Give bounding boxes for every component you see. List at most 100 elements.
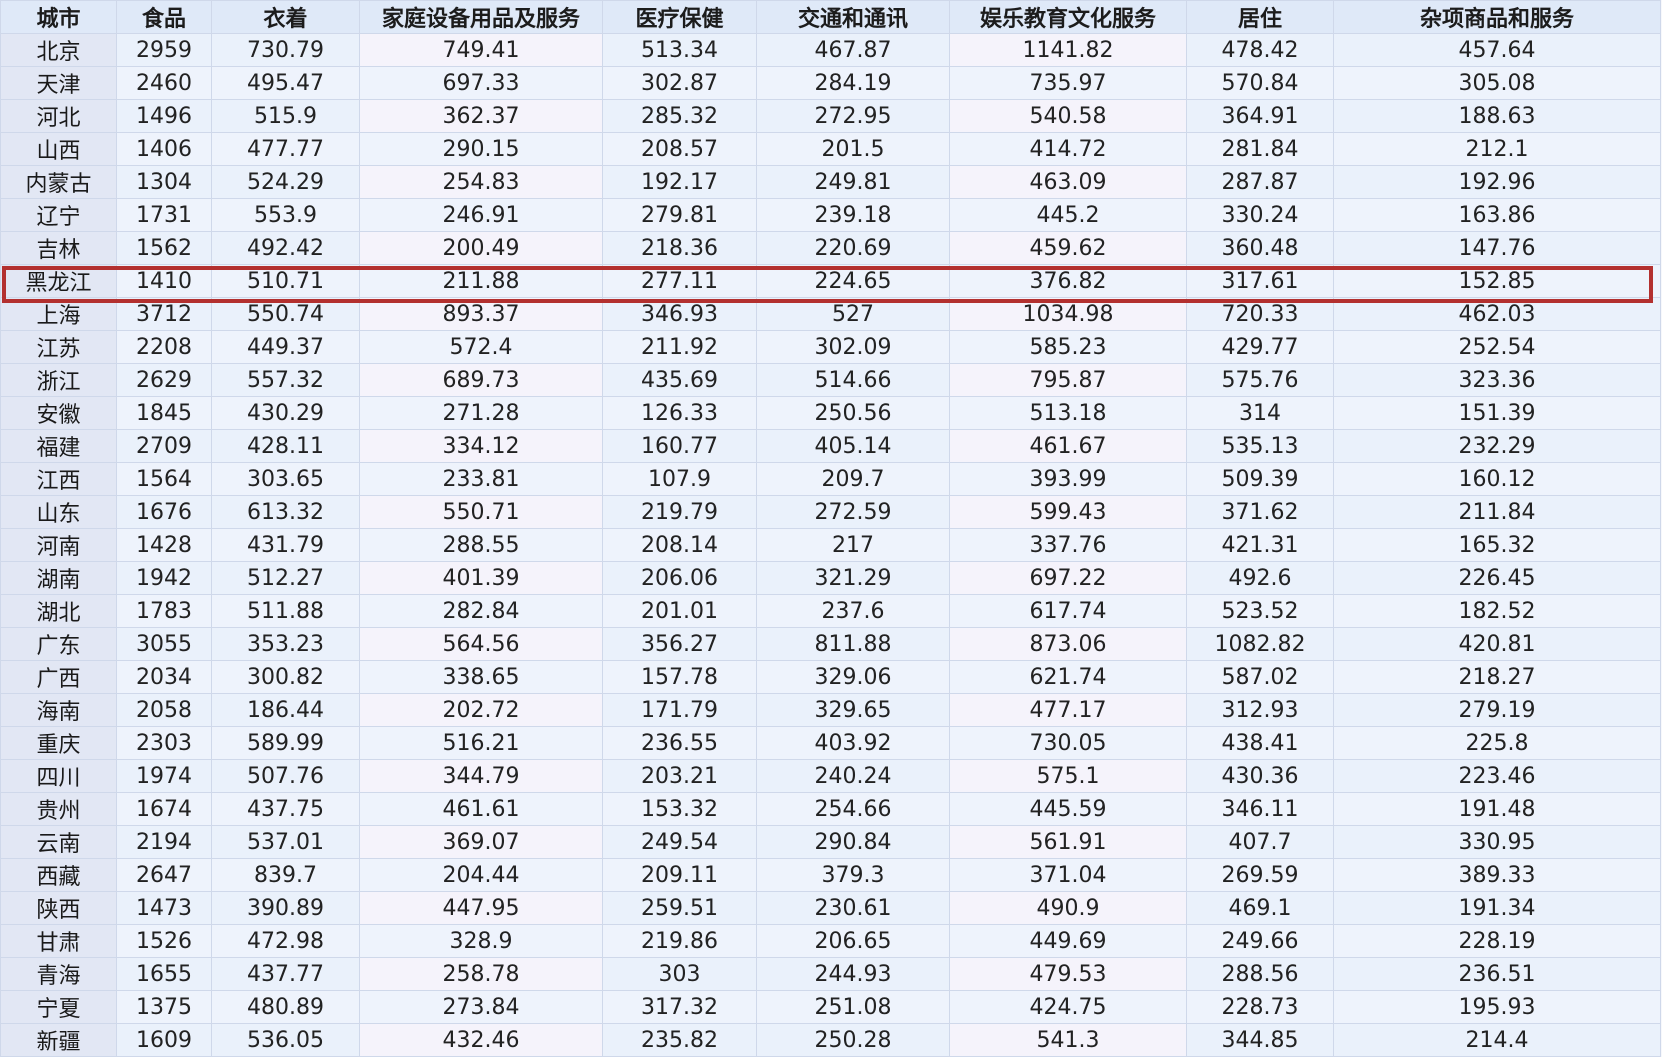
value-cell[interactable]: 290.84 bbox=[756, 825, 950, 859]
value-cell[interactable]: 244.93 bbox=[756, 957, 950, 991]
value-cell[interactable]: 2647 bbox=[116, 858, 212, 892]
city-cell[interactable]: 四川 bbox=[0, 759, 117, 793]
value-cell[interactable]: 360.48 bbox=[1186, 231, 1334, 265]
value-cell[interactable]: 613.32 bbox=[211, 495, 360, 529]
value-cell[interactable]: 157.78 bbox=[602, 660, 757, 694]
value-cell[interactable]: 147.76 bbox=[1333, 231, 1661, 265]
value-cell[interactable]: 236.55 bbox=[602, 726, 757, 760]
city-cell[interactable]: 山东 bbox=[0, 495, 117, 529]
value-cell[interactable]: 151.39 bbox=[1333, 396, 1661, 430]
city-cell[interactable]: 海南 bbox=[0, 693, 117, 727]
value-cell[interactable]: 1676 bbox=[116, 495, 212, 529]
value-cell[interactable]: 195.93 bbox=[1333, 990, 1661, 1024]
column-header[interactable]: 娱乐教育文化服务 bbox=[949, 0, 1187, 34]
value-cell[interactable]: 463.09 bbox=[949, 165, 1187, 199]
value-cell[interactable]: 1082.82 bbox=[1186, 627, 1334, 661]
value-cell[interactable]: 513.34 bbox=[602, 33, 757, 67]
city-cell[interactable]: 广东 bbox=[0, 627, 117, 661]
value-cell[interactable]: 720.33 bbox=[1186, 297, 1334, 331]
value-cell[interactable]: 249.54 bbox=[602, 825, 757, 859]
value-cell[interactable]: 1428 bbox=[116, 528, 212, 562]
value-cell[interactable]: 1731 bbox=[116, 198, 212, 232]
value-cell[interactable]: 1783 bbox=[116, 594, 212, 628]
value-cell[interactable]: 338.65 bbox=[359, 660, 603, 694]
value-cell[interactable]: 462.03 bbox=[1333, 297, 1661, 331]
value-cell[interactable]: 749.41 bbox=[359, 33, 603, 67]
value-cell[interactable]: 224.65 bbox=[756, 264, 950, 298]
value-cell[interactable]: 211.92 bbox=[602, 330, 757, 364]
value-cell[interactable]: 208.57 bbox=[602, 132, 757, 166]
value-cell[interactable]: 550.71 bbox=[359, 495, 603, 529]
value-cell[interactable]: 1655 bbox=[116, 957, 212, 991]
value-cell[interactable]: 1375 bbox=[116, 990, 212, 1024]
value-cell[interactable]: 535.13 bbox=[1186, 429, 1334, 463]
value-cell[interactable]: 282.84 bbox=[359, 594, 603, 628]
value-cell[interactable]: 472.98 bbox=[211, 924, 360, 958]
value-cell[interactable]: 585.23 bbox=[949, 330, 1187, 364]
value-cell[interactable]: 346.11 bbox=[1186, 792, 1334, 826]
value-cell[interactable]: 171.79 bbox=[602, 693, 757, 727]
value-cell[interactable]: 223.46 bbox=[1333, 759, 1661, 793]
city-cell[interactable]: 甘肃 bbox=[0, 924, 117, 958]
value-cell[interactable]: 344.85 bbox=[1186, 1023, 1334, 1057]
value-cell[interactable]: 492.6 bbox=[1186, 561, 1334, 595]
value-cell[interactable]: 730.05 bbox=[949, 726, 1187, 760]
value-cell[interactable]: 467.87 bbox=[756, 33, 950, 67]
value-cell[interactable]: 587.02 bbox=[1186, 660, 1334, 694]
value-cell[interactable]: 235.82 bbox=[602, 1023, 757, 1057]
value-cell[interactable]: 217 bbox=[756, 528, 950, 562]
value-cell[interactable]: 449.37 bbox=[211, 330, 360, 364]
value-cell[interactable]: 191.48 bbox=[1333, 792, 1661, 826]
value-cell[interactable]: 288.55 bbox=[359, 528, 603, 562]
value-cell[interactable]: 550.74 bbox=[211, 297, 360, 331]
value-cell[interactable]: 730.79 bbox=[211, 33, 360, 67]
city-cell[interactable]: 浙江 bbox=[0, 363, 117, 397]
value-cell[interactable]: 353.23 bbox=[211, 627, 360, 661]
city-cell[interactable]: 湖北 bbox=[0, 594, 117, 628]
value-cell[interactable]: 689.73 bbox=[359, 363, 603, 397]
value-cell[interactable]: 314 bbox=[1186, 396, 1334, 430]
value-cell[interactable]: 209.7 bbox=[756, 462, 950, 496]
column-header[interactable]: 居住 bbox=[1186, 0, 1334, 34]
value-cell[interactable]: 3055 bbox=[116, 627, 212, 661]
value-cell[interactable]: 329.65 bbox=[756, 693, 950, 727]
value-cell[interactable]: 537.01 bbox=[211, 825, 360, 859]
value-cell[interactable]: 428.11 bbox=[211, 429, 360, 463]
value-cell[interactable]: 250.56 bbox=[756, 396, 950, 430]
value-cell[interactable]: 1141.82 bbox=[949, 33, 1187, 67]
city-cell[interactable]: 江苏 bbox=[0, 330, 117, 364]
value-cell[interactable]: 541.3 bbox=[949, 1023, 1187, 1057]
value-cell[interactable]: 218.36 bbox=[602, 231, 757, 265]
value-cell[interactable]: 328.9 bbox=[359, 924, 603, 958]
value-cell[interactable]: 251.08 bbox=[756, 990, 950, 1024]
value-cell[interactable]: 1974 bbox=[116, 759, 212, 793]
value-cell[interactable]: 284.19 bbox=[756, 66, 950, 100]
city-cell[interactable]: 内蒙古 bbox=[0, 165, 117, 199]
value-cell[interactable]: 599.43 bbox=[949, 495, 1187, 529]
value-cell[interactable]: 208.14 bbox=[602, 528, 757, 562]
value-cell[interactable]: 1562 bbox=[116, 231, 212, 265]
value-cell[interactable]: 2709 bbox=[116, 429, 212, 463]
value-cell[interactable]: 163.86 bbox=[1333, 198, 1661, 232]
value-cell[interactable]: 697.22 bbox=[949, 561, 1187, 595]
value-cell[interactable]: 492.42 bbox=[211, 231, 360, 265]
value-cell[interactable]: 346.93 bbox=[602, 297, 757, 331]
value-cell[interactable]: 1674 bbox=[116, 792, 212, 826]
value-cell[interactable]: 557.32 bbox=[211, 363, 360, 397]
value-cell[interactable]: 1526 bbox=[116, 924, 212, 958]
value-cell[interactable]: 152.85 bbox=[1333, 264, 1661, 298]
value-cell[interactable]: 735.97 bbox=[949, 66, 1187, 100]
value-cell[interactable]: 165.32 bbox=[1333, 528, 1661, 562]
value-cell[interactable]: 393.99 bbox=[949, 462, 1187, 496]
value-cell[interactable]: 273.84 bbox=[359, 990, 603, 1024]
value-cell[interactable]: 2208 bbox=[116, 330, 212, 364]
value-cell[interactable]: 617.74 bbox=[949, 594, 1187, 628]
value-cell[interactable]: 461.61 bbox=[359, 792, 603, 826]
column-header[interactable]: 家庭设备用品及服务 bbox=[359, 0, 603, 34]
value-cell[interactable]: 524.29 bbox=[211, 165, 360, 199]
value-cell[interactable]: 236.51 bbox=[1333, 957, 1661, 991]
value-cell[interactable]: 246.91 bbox=[359, 198, 603, 232]
city-cell[interactable]: 贵州 bbox=[0, 792, 117, 826]
value-cell[interactable]: 2959 bbox=[116, 33, 212, 67]
value-cell[interactable]: 477.17 bbox=[949, 693, 1187, 727]
